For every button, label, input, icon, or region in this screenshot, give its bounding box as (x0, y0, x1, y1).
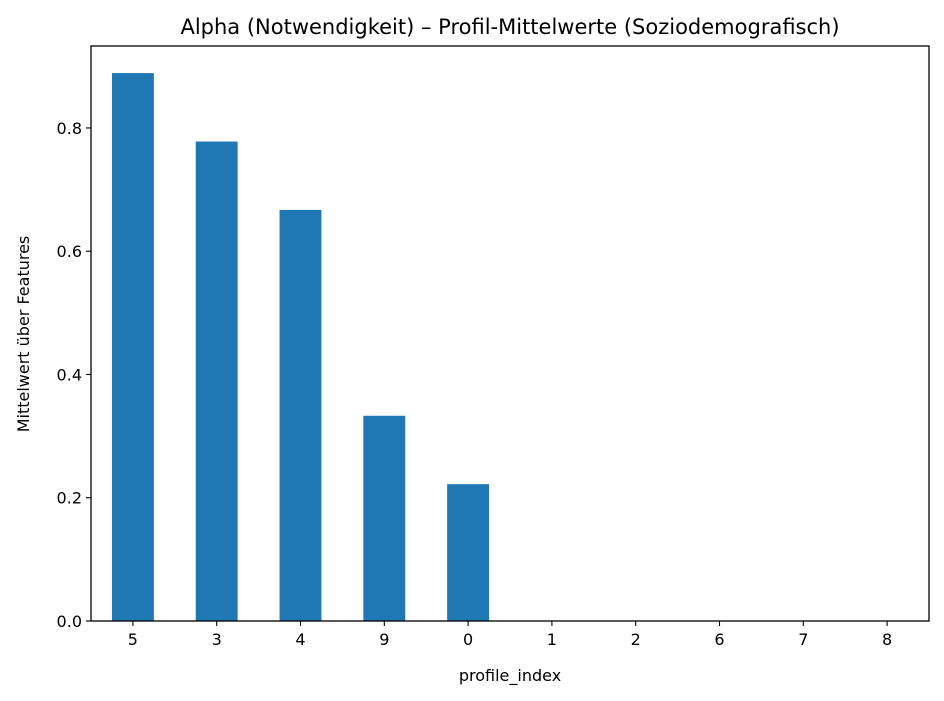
bars-group (111, 73, 490, 622)
bar-9 (363, 415, 406, 621)
y-tick-label: 0.2 (57, 489, 82, 508)
x-ticks-group: 5 3 4 9 0 1 2 6 7 8 (128, 621, 892, 649)
x-tick-label: 3 (212, 630, 222, 649)
y-tick-label: 0.8 (57, 119, 82, 138)
x-tick-label: 1 (547, 630, 557, 649)
x-tick-label: 4 (295, 630, 305, 649)
plot-frame (90, 45, 930, 622)
x-tick-label: 8 (882, 630, 892, 649)
bar-4 (279, 209, 322, 621)
x-tick-label: 7 (798, 630, 808, 649)
y-axis-label: Mittelwert über Features (14, 236, 33, 433)
x-tick-label: 0 (463, 630, 473, 649)
x-tick-label: 9 (379, 630, 389, 649)
bar-0 (447, 484, 490, 621)
bar-3 (195, 141, 238, 621)
y-tick-label: 0.4 (57, 365, 82, 384)
y-tick-label: 0.6 (57, 242, 82, 261)
y-ticks-group: 0.0 0.2 0.4 0.6 0.8 (57, 119, 91, 631)
x-tick-label: 6 (714, 630, 724, 649)
x-tick-label: 5 (128, 630, 138, 649)
x-tick-label: 2 (631, 630, 641, 649)
y-tick-label: 0.0 (57, 612, 82, 631)
chart-title: Alpha (Notwendigkeit) – Profil-Mittelwer… (180, 15, 839, 39)
x-axis-label: profile_index (459, 666, 561, 686)
bar-5 (111, 73, 154, 622)
